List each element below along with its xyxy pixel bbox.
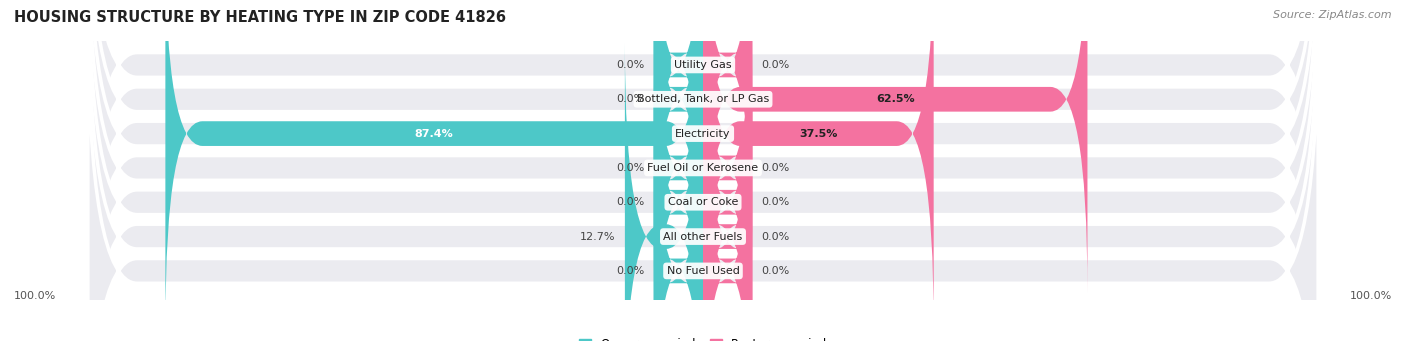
Text: 87.4%: 87.4% [415, 129, 454, 138]
FancyBboxPatch shape [87, 0, 1319, 327]
FancyBboxPatch shape [703, 0, 934, 327]
FancyBboxPatch shape [654, 0, 703, 258]
FancyBboxPatch shape [703, 0, 752, 341]
FancyBboxPatch shape [654, 0, 703, 341]
Text: Electricity: Electricity [675, 129, 731, 138]
FancyBboxPatch shape [87, 0, 1319, 341]
Text: 62.5%: 62.5% [876, 94, 914, 104]
FancyBboxPatch shape [87, 9, 1319, 341]
FancyBboxPatch shape [703, 77, 752, 341]
Text: No Fuel Used: No Fuel Used [666, 266, 740, 276]
FancyBboxPatch shape [87, 0, 1319, 341]
Text: 37.5%: 37.5% [799, 129, 838, 138]
Text: Bottled, Tank, or LP Gas: Bottled, Tank, or LP Gas [637, 94, 769, 104]
Text: 0.0%: 0.0% [762, 266, 790, 276]
Text: 0.0%: 0.0% [762, 163, 790, 173]
Text: Utility Gas: Utility Gas [675, 60, 731, 70]
FancyBboxPatch shape [624, 43, 703, 341]
Text: HOUSING STRUCTURE BY HEATING TYPE IN ZIP CODE 41826: HOUSING STRUCTURE BY HEATING TYPE IN ZIP… [14, 10, 506, 25]
Text: 12.7%: 12.7% [581, 232, 616, 241]
FancyBboxPatch shape [87, 0, 1319, 341]
Text: Source: ZipAtlas.com: Source: ZipAtlas.com [1274, 10, 1392, 20]
FancyBboxPatch shape [703, 0, 752, 258]
FancyBboxPatch shape [654, 77, 703, 341]
Text: Coal or Coke: Coal or Coke [668, 197, 738, 207]
Text: 0.0%: 0.0% [616, 60, 644, 70]
FancyBboxPatch shape [87, 0, 1319, 341]
Text: 0.0%: 0.0% [762, 197, 790, 207]
Text: All other Fuels: All other Fuels [664, 232, 742, 241]
Legend: Owner-occupied, Renter-occupied: Owner-occupied, Renter-occupied [579, 338, 827, 341]
Text: 0.0%: 0.0% [616, 94, 644, 104]
Text: Fuel Oil or Kerosene: Fuel Oil or Kerosene [647, 163, 759, 173]
Text: 100.0%: 100.0% [14, 291, 56, 301]
Text: 0.0%: 0.0% [616, 266, 644, 276]
Text: 0.0%: 0.0% [762, 60, 790, 70]
Text: 0.0%: 0.0% [616, 197, 644, 207]
FancyBboxPatch shape [703, 43, 752, 341]
Text: 0.0%: 0.0% [616, 163, 644, 173]
FancyBboxPatch shape [166, 0, 703, 327]
FancyBboxPatch shape [703, 9, 752, 341]
FancyBboxPatch shape [654, 0, 703, 293]
FancyBboxPatch shape [703, 0, 1087, 293]
FancyBboxPatch shape [654, 9, 703, 341]
Text: 0.0%: 0.0% [762, 232, 790, 241]
Text: 100.0%: 100.0% [1350, 291, 1392, 301]
FancyBboxPatch shape [87, 0, 1319, 341]
